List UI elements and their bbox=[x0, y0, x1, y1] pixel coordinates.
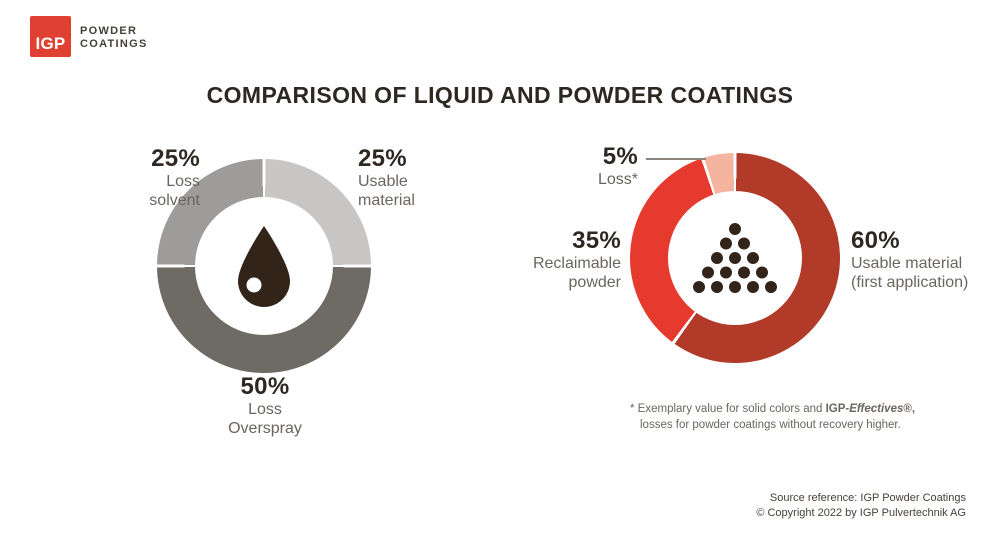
loss-solvent-text-line2: solvent bbox=[149, 192, 200, 209]
overspray-percentage: 50% bbox=[240, 373, 290, 400]
footnote-reg-mark: ®, bbox=[903, 403, 916, 415]
source-line2: © Copyright 2022 by IGP Pulvertechnik AG bbox=[756, 507, 966, 519]
loss-solvent-percentage: 25% bbox=[151, 145, 200, 172]
reclaimable-percentage: 35% bbox=[572, 227, 621, 254]
footnote-brand-italic: Effectives bbox=[849, 403, 904, 415]
footnote: * Exemplary value for solid colors and I… bbox=[630, 401, 970, 433]
usable-powder-percentage: 60% bbox=[851, 227, 900, 254]
footnote-line1: * Exemplary value for solid colors and I… bbox=[630, 403, 916, 415]
label-loss-overspray: 50% Loss Overspray bbox=[165, 374, 365, 438]
label-loss-solvent: 25% Loss solvent bbox=[40, 146, 200, 210]
logo-wordmark: POWDER COATINGS bbox=[80, 25, 148, 51]
usable-liquid-text-line1: Usable bbox=[358, 173, 408, 190]
footnote-line2: losses for powder coatings without recov… bbox=[640, 419, 901, 431]
reclaimable-text-line2: powder bbox=[568, 274, 621, 291]
usable-liquid-text-line2: material bbox=[358, 192, 415, 209]
liquid-donut-hole bbox=[195, 197, 333, 335]
source-line1: Source reference: IGP Powder Coatings bbox=[769, 492, 966, 504]
powder-pile-icon bbox=[693, 223, 777, 293]
overspray-text-line1: Loss bbox=[248, 401, 282, 418]
logo-word-powder: POWDER bbox=[80, 25, 138, 37]
source-reference: Source reference: IGP Powder Coatings © … bbox=[666, 491, 966, 521]
loss-solvent-text-line1: Loss bbox=[166, 173, 200, 190]
igp-logo: IGP POWDER COATINGS bbox=[30, 16, 148, 57]
powder-donut-hole bbox=[668, 191, 802, 325]
liquid-drop-icon bbox=[238, 226, 290, 307]
logo-word-coatings: COATINGS bbox=[80, 38, 148, 50]
usable-powder-text-line1: Usable material bbox=[851, 255, 963, 272]
powder-coatings-donut bbox=[630, 153, 840, 363]
liquid-coatings-donut bbox=[157, 159, 371, 373]
overspray-text-line2: Overspray bbox=[228, 420, 302, 437]
igp-logo-square: IGP bbox=[30, 16, 71, 57]
label-usable-material-powder: 60% Usable material (first application) bbox=[851, 228, 1000, 292]
loss-powder-text-line1: Loss* bbox=[597, 171, 638, 188]
usable-liquid-percentage: 25% bbox=[358, 145, 407, 172]
footnote-brand-bold: IGP- bbox=[825, 403, 850, 415]
label-usable-material-liquid: 25% Usable material bbox=[358, 146, 518, 210]
igp-logo-text: IGP bbox=[35, 34, 66, 53]
label-reclaimable-powder: 35% Reclaimable powder bbox=[451, 228, 621, 292]
loss-label-leader-line bbox=[646, 158, 706, 160]
label-loss-powder: 5% Loss* bbox=[498, 144, 638, 189]
reclaimable-text-line1: Reclaimable bbox=[532, 255, 621, 272]
loss-powder-percentage: 5% bbox=[602, 143, 638, 170]
usable-powder-text-line2: (first application) bbox=[851, 274, 969, 291]
page-title: COMPARISON OF LIQUID AND POWDER COATINGS bbox=[206, 82, 794, 108]
